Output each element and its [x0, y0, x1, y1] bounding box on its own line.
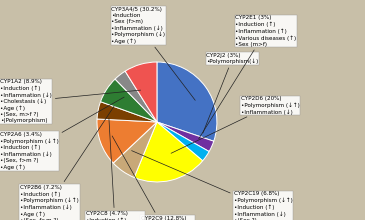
- Wedge shape: [157, 122, 209, 161]
- Wedge shape: [125, 62, 157, 122]
- Text: CYP2C8 (4.7%)
•Induction (↑)
•Polymorphism (↓↑)
•Inflammation (↓)
•Age (↑): CYP2C8 (4.7%) •Induction (↑) •Polymorphi…: [86, 118, 145, 220]
- Text: CYP2A6 (3.4%)
•Polymorphism (↓↑)
•Induction (↑)
•Inflammation (↓)
•(Sex, f>m ?)
: CYP2A6 (3.4%) •Polymorphism (↓↑) •Induct…: [0, 97, 124, 170]
- Text: CYP2C9 (12.8%)
•Induction (↑)
•Polymorphism (↓)
•Inflammation (↓)
•Age (↑)
•(Sex: CYP2C9 (12.8%) •Induction (↑) •Polymorph…: [112, 136, 195, 220]
- Wedge shape: [97, 119, 157, 163]
- Text: CYP3A4/5 (30.2%)
•Induction
•Sex (f>m)
•Inflammation (↓)
•Polymorphism (↓)
•Age : CYP3A4/5 (30.2%) •Induction •Sex (f>m) •…: [111, 7, 195, 100]
- Wedge shape: [157, 122, 214, 152]
- Wedge shape: [113, 122, 157, 178]
- Wedge shape: [97, 102, 157, 122]
- Text: CYP2C19 (6.8%)
•Polymorphism (↓↑)
•Induction (↑)
•Inflammation (↓)
•(Sex ?): CYP2C19 (6.8%) •Polymorphism (↓↑) •Induc…: [132, 151, 292, 220]
- Wedge shape: [115, 71, 157, 122]
- Text: CYP1A2 (8.9%)
•Induction (↑)
•Inflammation (↓)
•Cholestasis (↓)
•Age (↑)
•(Sex, : CYP1A2 (8.9%) •Induction (↑) •Inflammati…: [0, 79, 141, 123]
- Wedge shape: [134, 122, 203, 182]
- Text: CYP2B6 (7.2%)
•Induction (↑)
•Polymorphism (↓↑)
•Inflammation (↓)
•Age (↑)
•(Sex: CYP2B6 (7.2%) •Induction (↑) •Polymorphi…: [20, 106, 114, 220]
- Text: CYP2J2 (3%)
•Polymorphism(↓): CYP2J2 (3%) •Polymorphism(↓): [203, 53, 258, 133]
- Wedge shape: [100, 79, 157, 122]
- Wedge shape: [157, 62, 217, 141]
- Text: CYP2E1 (3%)
•Induction (↑)
•Inflammation (↑)
•Various diseases (↑)
•Sex (m>f): CYP2E1 (3%) •Induction (↑) •Inflammation…: [199, 15, 296, 139]
- Text: CYP2D6 (20%)
•Polymorphism (↓↑)
•Inflammation (↓): CYP2D6 (20%) •Polymorphism (↓↑) •Inflamm…: [171, 96, 300, 153]
